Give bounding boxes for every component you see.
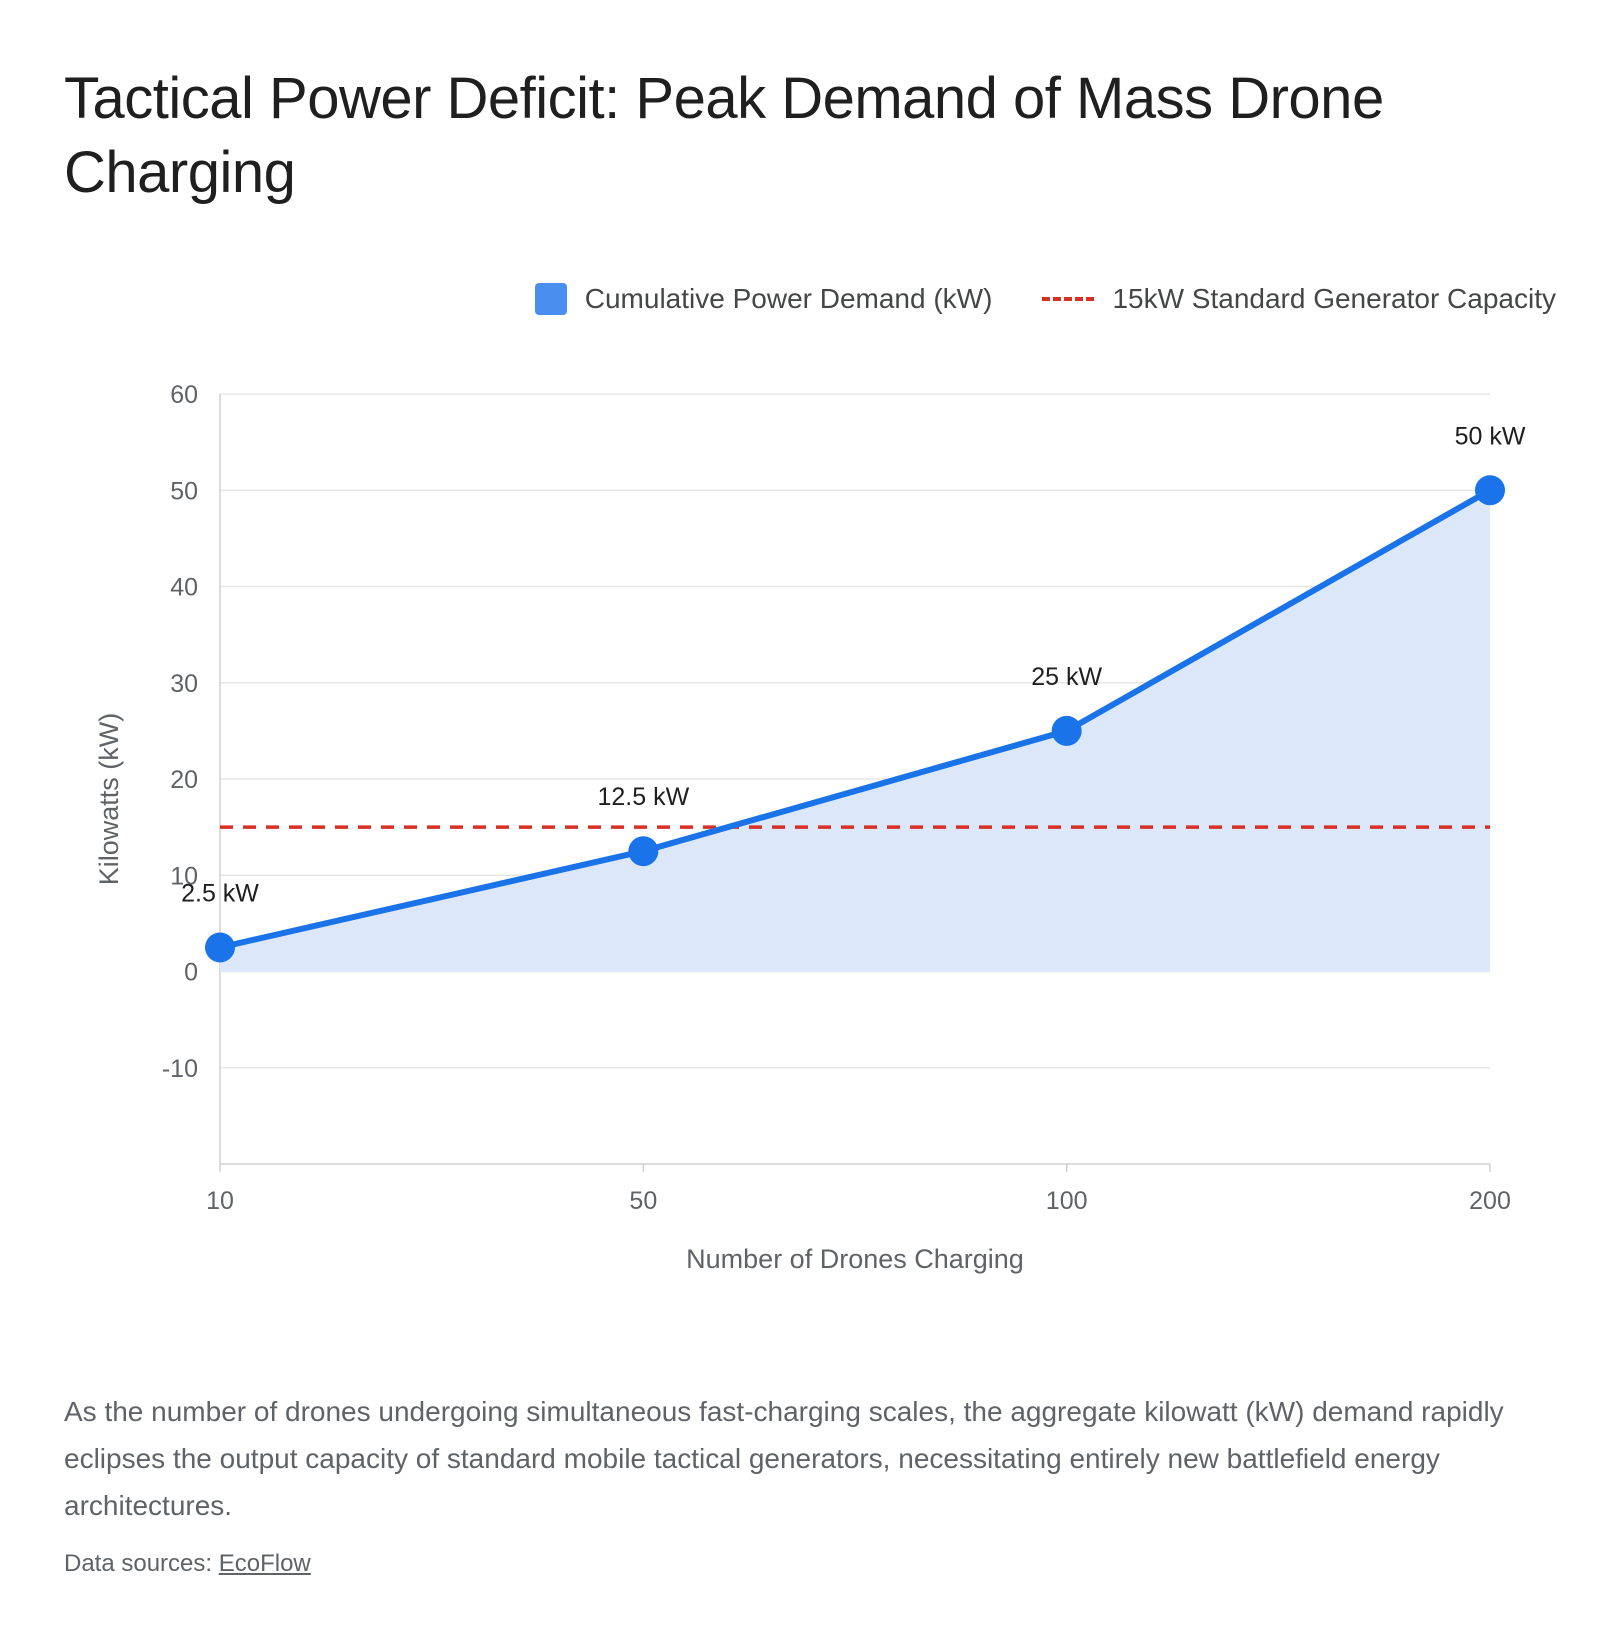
- data-sources: Data sources: EcoFlow: [64, 1550, 311, 1578]
- legend-swatch-generator-capacity: [1042, 297, 1095, 301]
- sources-prefix: Data sources:: [64, 1550, 219, 1577]
- data-point: [1051, 715, 1082, 746]
- x-tick-label: 100: [1046, 1187, 1088, 1215]
- data-point: [205, 932, 235, 963]
- y-tick-label: 20: [170, 766, 198, 794]
- legend-swatch-power-demand: [534, 283, 567, 315]
- legend-item-power-demand[interactable]: Cumulative Power Demand (kW): [534, 283, 993, 315]
- x-tick-label: 200: [1469, 1187, 1511, 1215]
- data-label: 12.5 kW: [597, 783, 689, 811]
- y-tick-label: 30: [170, 670, 198, 698]
- chart-legend: Cumulative Power Demand (kW) 15kW Standa…: [534, 283, 1556, 315]
- area-chart: -10 0 10 20 30 40 50 60 10 50 100 200 Number of Dron…: [94, 381, 1526, 1274]
- source-link-ecoflow[interactable]: EcoFlow: [218, 1550, 311, 1577]
- data-point: [1475, 475, 1505, 506]
- x-tick-label: 10: [206, 1187, 234, 1215]
- y-tick-label: 0: [184, 959, 198, 987]
- y-tick-label: 60: [170, 381, 198, 409]
- data-label: 25 kW: [1031, 663, 1102, 691]
- y-tick-label: 50: [170, 477, 198, 505]
- y-tick-label: -10: [162, 1055, 198, 1083]
- chart-caption: As the number of drones undergoing simul…: [64, 1396, 1504, 1521]
- series-line: [217, 487, 1493, 951]
- legend-label-power-demand: Cumulative Power Demand (kW): [584, 283, 993, 314]
- x-axis-title: Number of Drones Charging: [686, 1244, 1024, 1274]
- y-axis-title: Kilowatts (kW): [94, 713, 124, 886]
- chart-title: Tactical Power Deficit: Peak Demand of M…: [64, 66, 1384, 205]
- data-point: [628, 836, 659, 867]
- y-tick-label: 40: [170, 574, 198, 602]
- data-label: 50 kW: [1455, 422, 1526, 450]
- legend-label-generator-capacity: 15kW Standard Generator Capacity: [1112, 283, 1556, 314]
- x-tick-label: 50: [629, 1187, 657, 1215]
- y-tick-label: 10: [170, 862, 198, 890]
- series-area-fill: [220, 490, 1490, 972]
- data-label: 2.5 kW: [181, 879, 259, 907]
- legend-item-generator-capacity[interactable]: 15kW Standard Generator Capacity: [1042, 283, 1556, 315]
